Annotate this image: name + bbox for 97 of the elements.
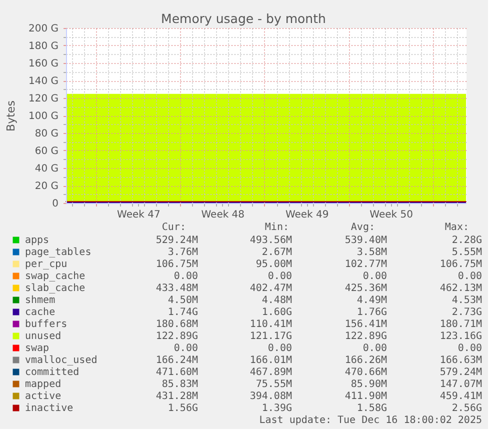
text: 402.47M [250, 283, 292, 294]
text: 529.24M [156, 235, 198, 246]
y-tick-label: 200 G [28, 24, 58, 34]
legend-label: committed [25, 367, 80, 378]
x-tick-label: Week 50 [370, 210, 413, 220]
text: 1.56G [168, 403, 198, 414]
text: 459.41M [440, 391, 482, 402]
text: 85.83M [162, 379, 198, 390]
text: 0.00 [362, 271, 387, 282]
y-tick-label: 160 G [28, 58, 58, 70]
text: 0.00 [362, 343, 387, 354]
legend-label: active [25, 391, 62, 402]
text: 4.50M [168, 295, 198, 306]
text: 166.63M [440, 355, 482, 366]
text: 0.00 [268, 343, 292, 354]
y-tick-label: 60 G [34, 146, 58, 157]
text: 579.24M [440, 367, 482, 378]
text: 75.55M [256, 379, 292, 390]
text: Avg: [350, 222, 375, 233]
text: 493.56M [250, 235, 292, 246]
text: 0.00 [458, 343, 482, 354]
legend-label: swap_cache [25, 271, 86, 282]
text: 4.49M [356, 295, 387, 306]
legend-label: slab_cache [25, 283, 86, 294]
legend-label: mapped [25, 379, 62, 390]
legend-label: page_tables [25, 247, 92, 258]
x-tick-label: Week 48 [201, 210, 245, 220]
y-tick-label: 120 G [28, 94, 58, 104]
legend-label: swap [25, 343, 50, 354]
text: 0.00 [268, 271, 292, 282]
y-tick-label: 100 G [28, 111, 58, 122]
y-tick-label: 80 G [34, 128, 58, 140]
text: 3.76M [168, 247, 198, 258]
text: 85.90M [350, 379, 387, 390]
text: Max: [444, 222, 469, 233]
text: 2.56G [452, 403, 482, 414]
text: 95.00M [256, 259, 292, 270]
text: 3.58M [356, 247, 387, 258]
legend-label: vmalloc_used [25, 355, 98, 366]
text: 394.08M [250, 391, 292, 402]
text: 462.13M [440, 283, 482, 294]
text: 147.07M [440, 379, 482, 390]
text: 539.40M [344, 235, 387, 246]
text: 2.67M [262, 247, 292, 258]
y-tick-label: 20 G [34, 181, 58, 192]
text: 470.66M [344, 367, 387, 378]
text: 0.00 [458, 271, 482, 282]
text: Cur: [162, 222, 186, 233]
text: 166.24M [156, 355, 198, 366]
text: 166.01M [250, 355, 292, 366]
text: 106.75M [156, 259, 198, 270]
chart-title: Memory usage - by month [161, 11, 326, 26]
text: 0.00 [174, 271, 198, 282]
text: 106.75M [440, 259, 482, 270]
text: 166.26M [344, 355, 387, 366]
y-tick-label: 0 [52, 198, 58, 210]
text: 121.17G [250, 331, 292, 342]
y-tick-label: 140 G [28, 76, 58, 87]
legend-label: buffers [25, 319, 68, 330]
text: 1.74G [168, 307, 198, 318]
legend-label: unused [25, 331, 62, 342]
text: 425.36M [344, 283, 387, 294]
text: 411.90M [344, 391, 387, 402]
text: 2.28G [452, 235, 482, 246]
legend-label: shmem [25, 295, 56, 306]
y-tick-label: 180 G [28, 41, 58, 52]
text: 1.58G [356, 403, 387, 414]
legend-label: inactive [25, 403, 74, 414]
text: 433.48M [156, 283, 198, 294]
text: 4.48M [262, 295, 292, 306]
text: 110.41M [250, 319, 292, 330]
text: 4.53M [452, 295, 482, 306]
legend-label: cache [25, 307, 56, 318]
text: 122.89G [156, 331, 198, 342]
text: 431.28M [156, 391, 198, 402]
text: 1.76G [356, 307, 387, 318]
text: 122.89G [344, 331, 387, 342]
text: 471.60M [156, 367, 198, 378]
text: 0.00 [174, 343, 198, 354]
text: 156.41M [344, 319, 387, 330]
x-tick-label: Week 49 [285, 210, 329, 220]
text: 2.73G [452, 307, 482, 318]
text: 180.71M [440, 319, 482, 330]
y-tick-label: 40 G [34, 164, 58, 174]
text: 123.16G [440, 331, 482, 342]
text: 5.55M [452, 247, 482, 258]
legend-label: per_cpu [25, 259, 68, 270]
text: Min: [264, 222, 289, 233]
text: Last update: Tue Dec 16 18:00:02 2025 [259, 415, 482, 426]
text: 1.60G [262, 307, 292, 318]
x-tick-label: Week 47 [117, 210, 160, 220]
text: 467.89M [250, 367, 292, 378]
text: 102.77M [344, 259, 387, 270]
y-axis-title: Bytes [4, 100, 18, 132]
legend-label: apps [25, 235, 50, 246]
text: 180.68M [156, 319, 198, 330]
text: 1.39G [262, 403, 292, 414]
